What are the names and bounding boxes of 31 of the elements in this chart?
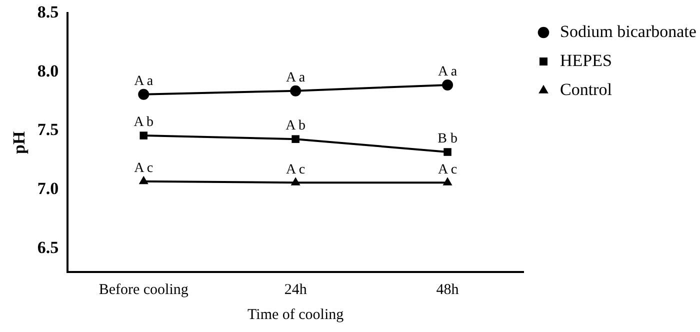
point [442, 79, 454, 90]
x-tick-label: 48h [436, 282, 460, 298]
point [444, 148, 452, 156]
annotation: A b [134, 115, 154, 130]
x-tick-label: 24h [284, 282, 308, 298]
legend-label: Sodium bicarbonate [560, 22, 696, 41]
point [138, 88, 150, 100]
annotation: A a [286, 70, 306, 86]
annotation: A a [438, 64, 458, 80]
point [292, 135, 300, 143]
annotation: A c [286, 162, 306, 178]
annotation: A b [286, 118, 306, 134]
legend-label: HEPES [560, 50, 612, 70]
point [442, 177, 452, 186]
legend-label: Control [560, 80, 612, 99]
point [138, 176, 148, 184]
y-tick-label: 7.0 [37, 179, 59, 198]
x-tick-label: Before cooling [98, 282, 189, 298]
point [140, 132, 148, 140]
y-tick-label: 8.5 [37, 2, 59, 22]
annotation: A c [134, 161, 154, 176]
y-tick-label: 6.5 [37, 238, 59, 257]
annotation: A c [438, 162, 458, 178]
y-axis-title: pH [10, 131, 29, 154]
x-axis-title: Time of cooling [248, 306, 344, 323]
annotation: B b [438, 132, 458, 147]
annotation: A a [134, 74, 154, 90]
y-tick-label: 8.0 [37, 61, 59, 80]
y-tick-label: 7.5 [37, 120, 59, 140]
point [290, 177, 300, 186]
point [290, 85, 302, 96]
